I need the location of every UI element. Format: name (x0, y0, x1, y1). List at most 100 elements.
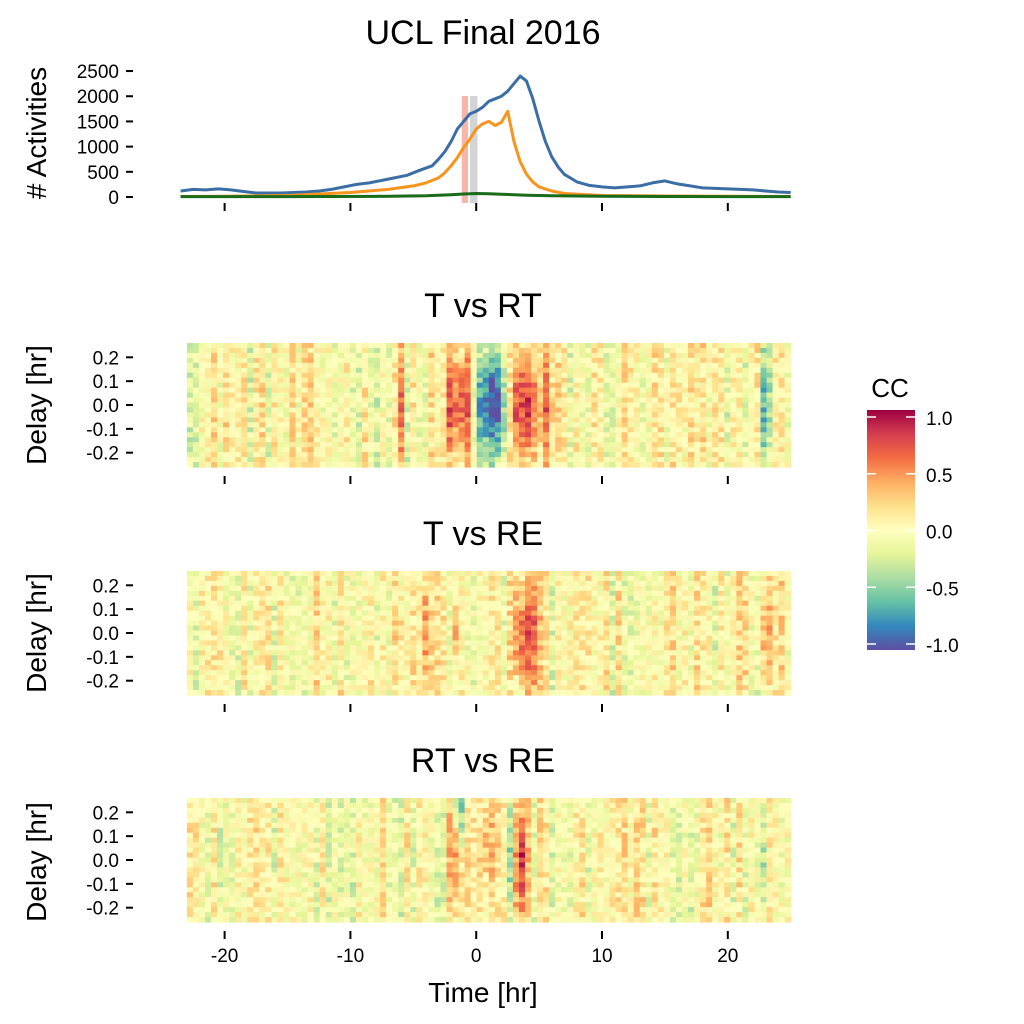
heatmap-cell (331, 660, 339, 666)
heatmap-cell (313, 412, 321, 418)
heatmap-cell (573, 367, 580, 374)
heatmap-cell (283, 605, 291, 612)
heatmap-cell (712, 367, 719, 374)
heatmap-cell (766, 427, 774, 433)
heatmap-cell (525, 422, 532, 428)
heatmap-cell (295, 387, 303, 394)
heatmap-cell (518, 422, 526, 428)
heatmap-cell (718, 397, 725, 404)
heatmap-cell (211, 650, 218, 656)
heatmap-cell (675, 392, 683, 399)
heatmap-cell (591, 362, 599, 369)
heatmap-cell (289, 457, 297, 463)
heatmap-cell (585, 615, 593, 622)
heatmap-cell (657, 422, 665, 428)
heatmap-cell (543, 600, 550, 607)
heatmap-cell (627, 422, 635, 428)
heatmap-cell (349, 397, 357, 404)
heatmap-cell (404, 571, 411, 577)
heatmap-cell (404, 367, 411, 374)
heatmap-cell (627, 585, 635, 592)
heatmap-cell (319, 600, 327, 607)
heatmap-cell (470, 690, 478, 696)
heatmap-cell (434, 387, 442, 394)
heatmap-cell (549, 402, 556, 409)
heatmap-cell (247, 422, 254, 428)
heatmap-cell (211, 397, 218, 404)
heatmap-cell (192, 580, 200, 587)
heatmap-cell (283, 655, 291, 661)
heatmap-cell (639, 357, 647, 364)
heatmap-cell (223, 427, 230, 433)
heatmap-cell (223, 645, 230, 651)
heatmap-cell (537, 690, 544, 696)
heatmap-cell (603, 392, 611, 399)
heatmap-cell (549, 690, 556, 696)
heatmap-cell (186, 610, 194, 617)
heatmap-cell (682, 605, 689, 612)
heatmap-cell (289, 595, 297, 602)
heatmap-cell (374, 580, 381, 587)
heatmap-cell (633, 407, 641, 414)
heatmap-cell (766, 600, 774, 607)
heatmap-cell (398, 437, 405, 443)
heatmap-cell (778, 362, 786, 369)
heatmap-cell (730, 427, 737, 433)
heatmap-cell (772, 427, 780, 433)
heatmap-cell (724, 630, 731, 637)
heatmap-cell (567, 457, 574, 463)
heatmap-cell (772, 442, 780, 448)
heatmap-cell (506, 600, 514, 607)
heatmap-cell (706, 417, 713, 423)
heatmap-cell (537, 665, 544, 671)
heatmap-cell (307, 590, 315, 597)
heatmap-cell (543, 590, 550, 597)
heatmap-cell (706, 670, 713, 676)
heatmap-cell (772, 595, 780, 602)
heatmap-cell (428, 377, 436, 384)
heatmap-cell (657, 650, 665, 656)
heatmap-cell (259, 382, 266, 389)
heatmap-cell (494, 575, 502, 582)
heatmap-cell (331, 422, 339, 428)
heatmap-cell (706, 442, 713, 448)
heatmap-cell (500, 650, 508, 656)
heatmap-cell (313, 417, 321, 423)
heatmap-cell (319, 615, 327, 622)
heatmap-cell (585, 377, 593, 384)
heatmap-cell (337, 372, 345, 379)
heatmap-cell (428, 407, 436, 414)
heatmap-cell (289, 432, 297, 438)
heatmap-cell (458, 343, 466, 349)
heatmap-cell (331, 407, 339, 414)
heatmap-cell (204, 362, 212, 369)
heatmap-cell (283, 635, 291, 642)
heatmap-cell (639, 575, 647, 582)
heatmap-cell (549, 407, 556, 414)
heatmap-cell (772, 615, 780, 622)
heatmap-cell (289, 357, 297, 364)
heatmap-cell (724, 660, 731, 666)
heatmap-cell (277, 675, 285, 681)
heatmap-cell (772, 387, 780, 394)
y-tick-label: 0.1 (93, 372, 119, 393)
heatmap-cell (772, 660, 780, 666)
heatmap-cell (675, 665, 683, 671)
heatmap-cell (192, 357, 200, 364)
heatmap-cell (416, 432, 423, 438)
heatmap-cell (422, 347, 430, 354)
heatmap-cell (512, 610, 520, 617)
heatmap-cell (416, 362, 423, 369)
heatmap-cell (645, 367, 653, 374)
heatmap-cell (742, 392, 750, 399)
heatmap-cell (217, 600, 224, 607)
heatmap-cell (440, 640, 448, 646)
heatmap-cell (730, 595, 737, 602)
heatmap-cell (651, 585, 659, 592)
heatmap-cell (657, 447, 665, 453)
heatmap-cell (253, 357, 260, 364)
heatmap-cell (531, 402, 538, 409)
heatmap-cell (579, 655, 587, 661)
heatmap-cell (657, 645, 665, 651)
heatmap-cell (313, 392, 321, 399)
